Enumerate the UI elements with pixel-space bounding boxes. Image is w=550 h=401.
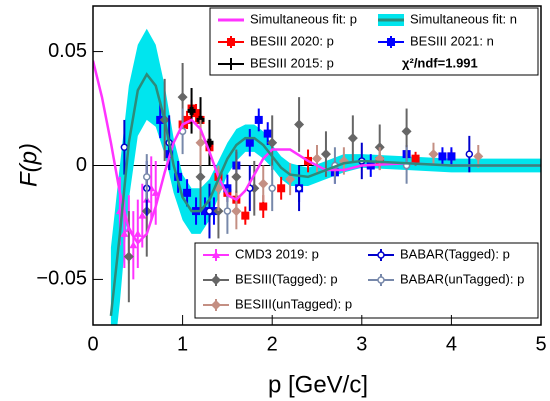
data-point bbox=[138, 211, 147, 219]
legend-label: BESIII(Tagged): p bbox=[235, 271, 338, 286]
data-point bbox=[183, 188, 192, 197]
legend-marker bbox=[212, 251, 220, 258]
data-point bbox=[120, 229, 129, 237]
y-tick-label: −0.05 bbox=[36, 268, 87, 290]
data-point bbox=[259, 202, 268, 211]
y-tick-label: 0.05 bbox=[48, 40, 87, 62]
data-point bbox=[187, 106, 196, 115]
data-point bbox=[411, 154, 420, 163]
fit-band bbox=[110, 28, 541, 325]
legend-label: Simultaneous fit: p bbox=[250, 11, 357, 26]
data-point bbox=[201, 207, 209, 216]
data-point bbox=[133, 229, 142, 237]
data-point bbox=[241, 211, 250, 220]
data-point bbox=[447, 152, 456, 161]
legend-label: BESIII(unTagged): p bbox=[235, 296, 352, 311]
data-point bbox=[120, 143, 129, 152]
data-point bbox=[195, 137, 206, 148]
legend-label: BESIII 2015: p bbox=[250, 55, 334, 70]
fit-curve bbox=[93, 60, 541, 245]
x-tick-label: 2 bbox=[267, 333, 278, 355]
legend-marker bbox=[227, 38, 235, 46]
data-point bbox=[312, 153, 322, 164]
data-point bbox=[295, 184, 303, 193]
data-point bbox=[401, 126, 412, 137]
data-point bbox=[123, 251, 134, 262]
data-point bbox=[285, 174, 296, 185]
legend-label: BESIII 2020: p bbox=[250, 33, 334, 48]
data-point bbox=[438, 152, 447, 161]
x-tick-label: 4 bbox=[446, 333, 457, 355]
data-point bbox=[320, 149, 331, 160]
data-point bbox=[231, 171, 242, 182]
x-axis-label: p [GeV/c] bbox=[268, 371, 368, 398]
data-point bbox=[177, 92, 188, 103]
legend-label: Simultaneous fit: n bbox=[410, 11, 517, 26]
data-point bbox=[267, 137, 278, 148]
legend-marker bbox=[377, 251, 385, 259]
legend-label: BESIII 2021: n bbox=[410, 33, 494, 48]
legend-label: CMD3 2019: p bbox=[235, 246, 319, 261]
data-point bbox=[223, 207, 232, 215]
legend-marker bbox=[211, 275, 221, 285]
data-point bbox=[258, 178, 269, 189]
data-point bbox=[428, 149, 439, 160]
legend-marker bbox=[211, 300, 221, 310]
x-tick-label: 1 bbox=[177, 333, 188, 355]
data-point bbox=[268, 184, 276, 193]
legend-label: BABAR(unTagged): p bbox=[400, 271, 524, 286]
chi2-annotation: χ²/ndf=1.991 bbox=[402, 55, 478, 70]
data-point bbox=[347, 133, 358, 144]
legend-marker bbox=[377, 276, 385, 284]
y-tick-label: 0 bbox=[76, 154, 87, 176]
x-tick-label: 0 bbox=[87, 333, 98, 355]
plot-area bbox=[93, 28, 541, 325]
data-point bbox=[277, 184, 286, 193]
y-axis-label: F(p) bbox=[15, 143, 42, 187]
data-point bbox=[192, 109, 201, 118]
data-point bbox=[465, 150, 474, 158]
data-point bbox=[245, 138, 254, 147]
data-point bbox=[294, 119, 305, 130]
data-point bbox=[129, 241, 138, 249]
data-point bbox=[473, 151, 484, 162]
x-tick-label: 3 bbox=[356, 333, 367, 355]
fit-curve bbox=[109, 72, 541, 317]
data-point bbox=[143, 173, 151, 181]
legend-marker bbox=[387, 38, 395, 46]
data-point bbox=[231, 206, 242, 217]
legend-bottom bbox=[194, 242, 539, 319]
legend-top bbox=[209, 7, 539, 76]
x-tick-label: 5 bbox=[535, 333, 546, 355]
data-point bbox=[195, 171, 206, 182]
data-point bbox=[254, 115, 263, 124]
data-point bbox=[205, 207, 214, 215]
data-point bbox=[183, 115, 192, 124]
data-point bbox=[263, 129, 272, 138]
legend-label: BABAR(Tagged): p bbox=[400, 246, 510, 261]
